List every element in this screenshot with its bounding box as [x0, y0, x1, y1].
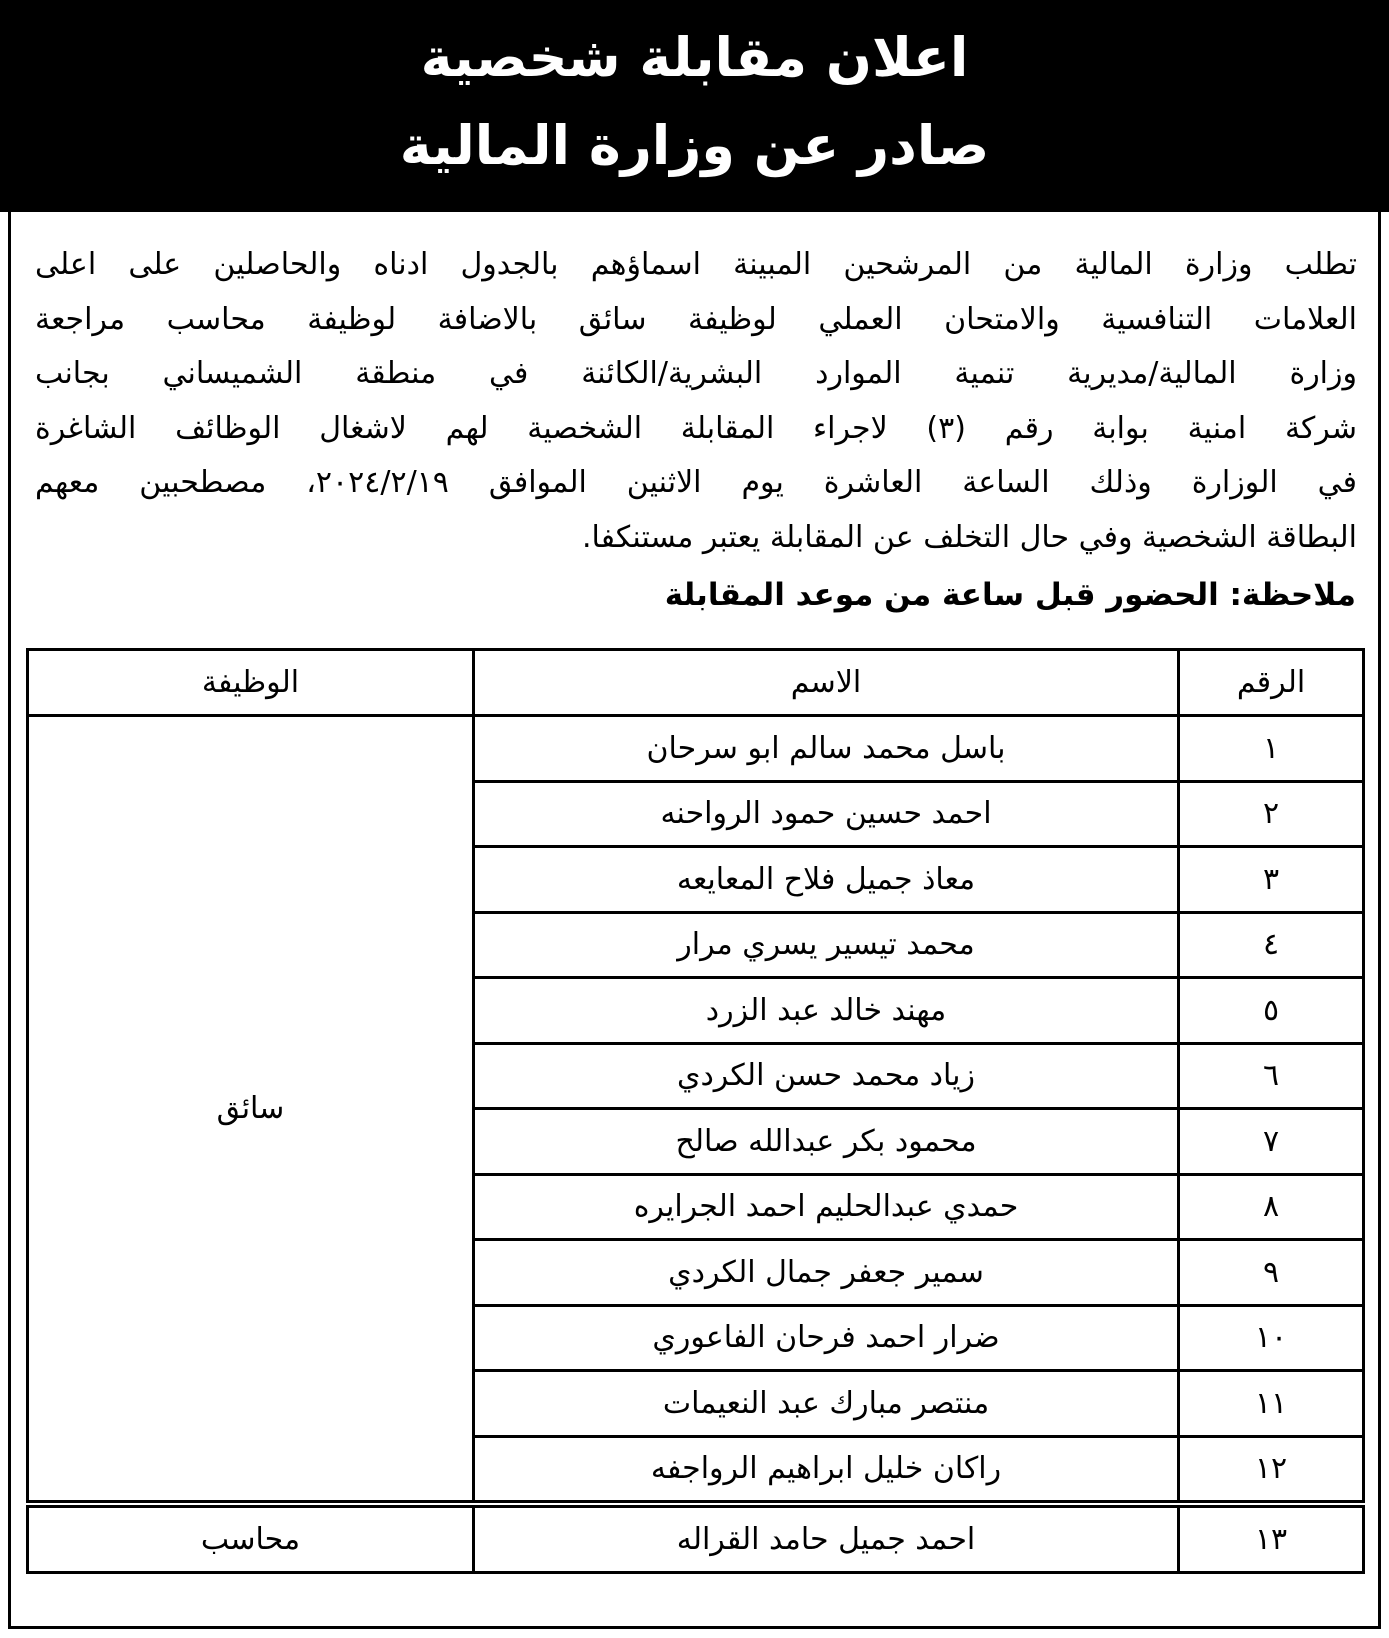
row-number: ٢ [1177, 779, 1365, 848]
row-number: ٥ [1177, 976, 1365, 1045]
content-box: تطلب وزارة المالية من المرشحين المبينة ا… [8, 210, 1381, 1629]
row-number: ١٠ [1177, 1303, 1365, 1372]
table-row: ٦ زياد محمد حسن الكردي [28, 1041, 1365, 1110]
table-row: ١ باسل محمد سالم ابو سرحان سائق [26, 714, 1365, 1506]
paragraph-line: وزارة المالية/مديرية تنمية الموارد البشر… [35, 356, 1357, 391]
paragraph-line: تطلب وزارة المالية من المرشحين المبينة ا… [35, 247, 1357, 282]
paragraph-line: في الوزارة وذلك الساعة العاشرة يوم الاثن… [35, 465, 1358, 500]
row-number: ١ [1177, 714, 1365, 783]
row-number: ٩ [1177, 1238, 1365, 1307]
row-number: ١٣ [1177, 1500, 1365, 1574]
table-row: ٨ حمدي عبدالحليم احمد الجرايره [28, 1172, 1365, 1241]
candidate-name: محمود بكر عبدالله صالح [472, 1107, 1180, 1176]
row-number: ٧ [1177, 1107, 1365, 1176]
candidate-name: باسل محمد سالم ابو سرحان [472, 714, 1180, 783]
title-line: صادر عن وزارة المالية [399, 114, 990, 177]
row-number: ٤ [1177, 910, 1365, 979]
candidate-name: سمير جعفر جمال الكردي [472, 1238, 1180, 1307]
table-row: ٧ محمود بكر عبدالله صالح [28, 1107, 1365, 1176]
candidate-name: زياد محمد حسن الكردي [472, 1041, 1180, 1110]
paragraph-line: البطاقة الشخصية وفي حال التخلف عن المقاب… [581, 519, 1357, 555]
row-number: ١٢ [1177, 1434, 1365, 1506]
row-number: ٨ [1177, 1172, 1365, 1241]
candidate-name: احمد حسين حمود الرواحنه [472, 779, 1180, 848]
candidate-name: راكان خليل ابراهيم الرواجفه [472, 1434, 1180, 1506]
column-header: الاسم [472, 648, 1180, 717]
paragraph-line: العلامات التنافسية والامتحان العملي لوظي… [35, 301, 1357, 337]
header: اعلان مقابلة شخصية صادر عن وزارة المالية [0, 0, 1389, 212]
table-row: ٤ محمد تيسير يسري مرار [28, 910, 1365, 979]
candidate-name: معاذ جميل فلاح المعايعه [472, 845, 1180, 914]
candidate-name: منتصر مبارك عبد النعيمات [472, 1369, 1180, 1438]
candidate-name: ضرار احمد فرحان الفاعوري [472, 1303, 1180, 1372]
table-row: ١٢ راكان خليل ابراهيم الرواجفه [28, 1434, 1365, 1506]
paragraph: تطلب وزارة المالية من المرشحين المبينة ا… [35, 238, 1357, 565]
candidate-name: مهند خالد عبد الزرد [472, 976, 1180, 1045]
table-row: ٥ مهند خالد عبد الزرد [28, 976, 1365, 1045]
table-row: ٩ سمير جعفر جمال الكردي [28, 1238, 1365, 1307]
candidates-table: الرقم الاسم الوظيفة ١ باسل محمد سالم ابو سر… [26, 648, 1365, 1574]
table-row: ٢ احمد حسين حمود الرواحنه [28, 779, 1365, 848]
paragraph-line: شركة امنية بوابة رقم (٣) لاجراء المقابلة… [35, 410, 1357, 446]
candidate-name: احمد جميل حامد القراله [472, 1500, 1180, 1574]
table-row: ١١ منتصر مبارك عبد النعيمات [28, 1369, 1365, 1438]
table-row: ١٠ ضرار احمد فرحان الفاعوري [28, 1303, 1365, 1372]
title-line: اعلان مقابلة شخصية [420, 26, 969, 89]
candidate-name: حمدي عبدالحليم احمد الجرايره [472, 1172, 1180, 1241]
row-number: ١١ [1177, 1369, 1365, 1438]
row-number: ٦ [1177, 1041, 1365, 1110]
row-number: ٣ [1177, 845, 1365, 914]
header-row: الرقم الاسم الوظيفة [26, 648, 1365, 717]
column-header: الوظيفة [26, 648, 475, 717]
candidate-name: محمد تيسير يسري مرار [472, 910, 1180, 979]
table-row: ١٣ احمد جميل حامد القراله محاسب [26, 1500, 1365, 1574]
note: ملاحظة: الحضور قبل ساعة من موعد المقابلة [664, 577, 1356, 613]
table-row: ٣ معاذ جميل فلاح المعايعه [28, 845, 1365, 914]
job-title: سائق [26, 714, 475, 1506]
job-title: محاسب [26, 1500, 475, 1574]
column-header: الرقم [1177, 648, 1365, 717]
